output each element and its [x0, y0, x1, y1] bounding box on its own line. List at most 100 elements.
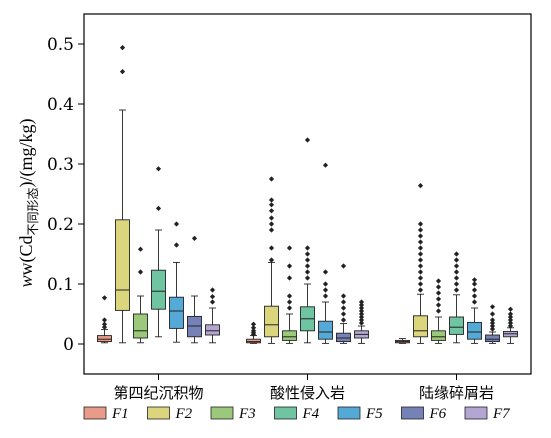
y-label-tail: )/(mg/kg) [16, 118, 37, 187]
box-f5 [169, 221, 184, 343]
legend-label: F6 [429, 406, 447, 422]
box-f3 [282, 245, 297, 344]
outlier-point [304, 245, 311, 251]
box-body [115, 219, 130, 311]
outlier-point [304, 257, 311, 263]
outlier-point [286, 275, 293, 281]
legend-item-f3: F3 [210, 406, 256, 422]
outlier-point [417, 281, 424, 287]
outlier-point [489, 311, 496, 317]
legend-swatch [337, 406, 361, 420]
box-f6 [485, 304, 500, 344]
outlier-point [453, 287, 460, 293]
outlier-point [268, 215, 275, 221]
outlier-point [340, 263, 347, 269]
outlier-point [304, 137, 311, 143]
outlier-point [489, 323, 496, 329]
outlier-point [358, 299, 365, 305]
outlier-point [101, 317, 108, 323]
legend-label: F1 [111, 406, 129, 422]
outlier-point [155, 166, 162, 172]
box-body [431, 330, 446, 341]
outlier-point [358, 308, 365, 314]
outlier-point [471, 293, 478, 299]
box-f1 [97, 295, 112, 344]
legend-label: F5 [365, 406, 383, 422]
outlier-point [268, 202, 275, 208]
outlier-point [417, 251, 424, 257]
outlier-point [358, 320, 365, 326]
legend-swatch [464, 406, 488, 420]
outlier-point [417, 257, 424, 263]
outlier-point [358, 302, 365, 308]
legend-swatch [274, 406, 297, 420]
outlier-point [507, 314, 514, 320]
box-f4 [151, 166, 166, 338]
outlier-point [209, 294, 216, 300]
outlier-point [322, 162, 329, 168]
box-f3 [133, 246, 148, 344]
x-category-label: 陆缘碎屑岩 [419, 384, 494, 402]
outlier-point [101, 321, 108, 327]
box-body [133, 313, 148, 339]
y-tick-label: 0.1 [47, 275, 74, 295]
outlier-point [453, 269, 460, 275]
outlier-point [435, 308, 442, 314]
box-f7 [205, 287, 220, 344]
outlier-point [435, 302, 442, 308]
outlier-point [417, 269, 424, 275]
box-body [151, 269, 166, 310]
box-f5 [467, 277, 482, 344]
y-tick-label: 0.2 [47, 215, 74, 235]
box-body [187, 315, 202, 338]
outlier-point [435, 296, 442, 302]
box-f6 [336, 263, 351, 344]
box-f2 [264, 176, 279, 344]
box-body [169, 296, 184, 329]
box-f1 [395, 338, 410, 344]
outlier-point [358, 305, 365, 311]
box-f4 [449, 251, 464, 344]
outlier-point [286, 299, 293, 305]
outlier-point [191, 235, 198, 241]
outlier-point [286, 305, 293, 311]
outlier-point [507, 317, 514, 323]
box-body [264, 305, 279, 338]
outlier-point [358, 314, 365, 320]
y-tick-label: 0.3 [47, 155, 74, 175]
x-category-label: 第四纪沉积物 [113, 384, 203, 402]
y-axis-label-text: ww(Cd不同形态)/(mg/kg) [16, 118, 40, 287]
y-label-main: w(Cd [16, 236, 37, 276]
outlier-point [209, 299, 216, 305]
y-label-sub: 不同形态 [26, 187, 40, 235]
box-f5 [318, 162, 333, 344]
outlier-point [340, 305, 347, 311]
outlier-point [119, 45, 126, 51]
legend-item-f1: F1 [83, 406, 129, 422]
legend-swatch [83, 406, 107, 420]
outlier-point [268, 197, 275, 203]
outlier-point [322, 281, 329, 287]
outlier-point [304, 263, 311, 269]
box-body [413, 315, 428, 338]
outlier-point [268, 257, 275, 263]
axes: 0 0.1 0.2 0.3 0.4 0.5 第四纪沉积物 酸性侵入岩 陆缘碎屑岩 [47, 13, 532, 402]
outlier-point [304, 269, 311, 275]
outlier-point [173, 221, 180, 227]
outlier-point [417, 233, 424, 239]
outlier-point [453, 263, 460, 269]
outlier-point [453, 275, 460, 281]
box-f7 [503, 306, 518, 344]
outlier-point [417, 263, 424, 269]
outlier-point [268, 208, 275, 214]
legend-label: F2 [175, 406, 193, 422]
legend: F1 F2 F3 F4 F5 F6 F7 [83, 406, 511, 422]
legend-item-f5: F5 [337, 406, 383, 422]
box-body [318, 320, 333, 340]
outlier-point [471, 277, 478, 283]
legend-item-f6: F6 [401, 406, 447, 422]
legend-item-f7: F7 [464, 406, 511, 422]
outlier-point [435, 278, 442, 284]
outlier-point [268, 227, 275, 233]
outlier-point [417, 275, 424, 281]
